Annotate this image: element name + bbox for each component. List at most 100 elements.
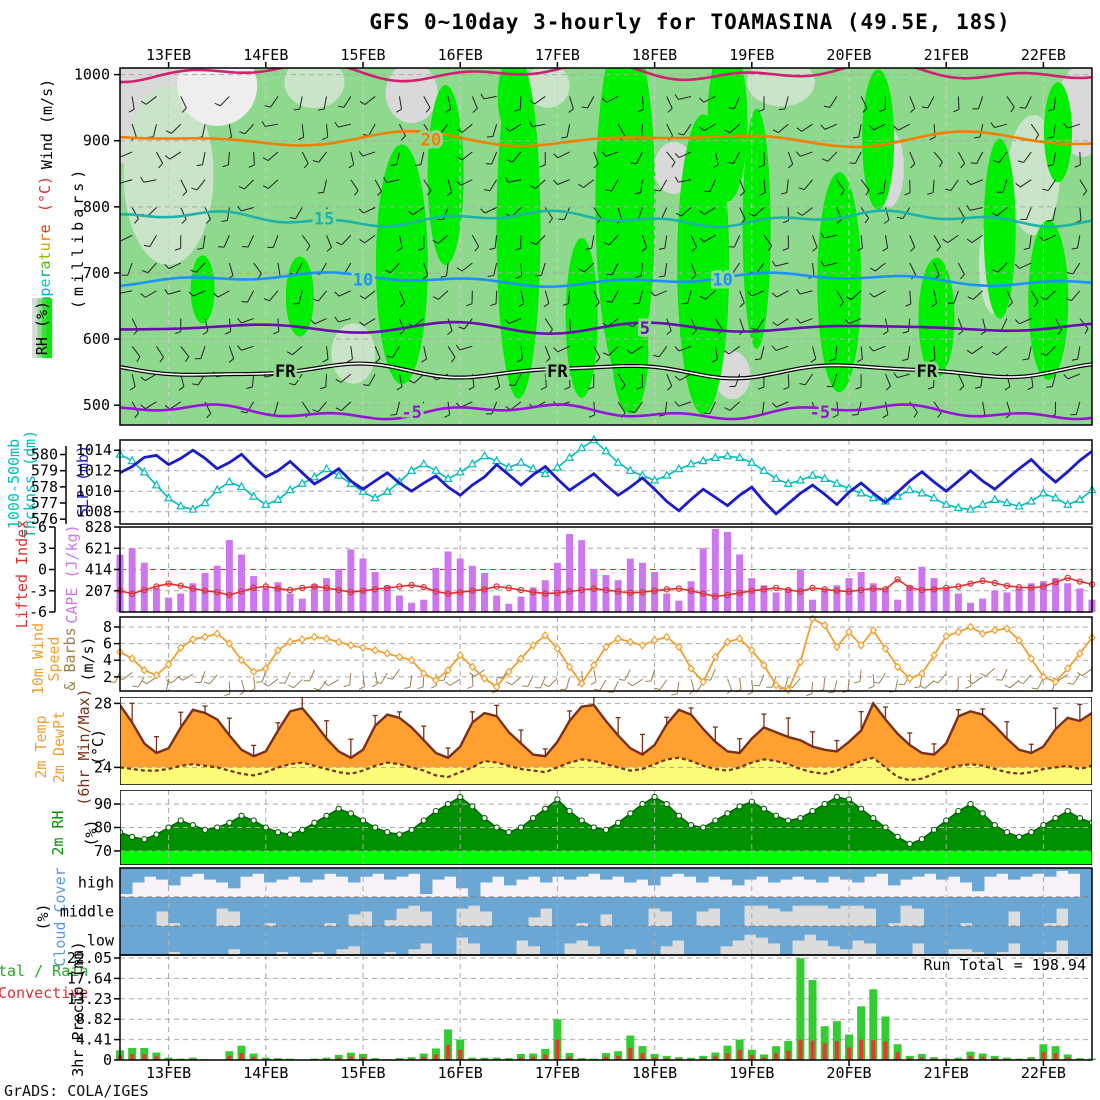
temperature-contours: -5 -5 FR FR FR 5 10 10 15 20 [120, 68, 1092, 425]
minmax-bars [129, 697, 1083, 758]
cloud-band-low [120, 926, 1093, 955]
svg-text:21FEB: 21FEB [924, 46, 969, 64]
cape-li-panel [116, 526, 1096, 613]
svg-text:17FEB: 17FEB [535, 1064, 580, 1082]
svg-text:1008: 1008 [76, 503, 112, 521]
svg-text:207: 207 [85, 582, 112, 600]
lifted-index-line [116, 574, 1096, 600]
upper-frame [119, 67, 1093, 426]
svg-text:19FEB: 19FEB [729, 1064, 774, 1082]
svg-text:FR: FR [917, 362, 938, 382]
svg-text:8: 8 [103, 618, 112, 636]
svg-text:80: 80 [94, 819, 112, 837]
date-axes: 13FEB 13FEB 14FEB 14FEB 15FEB 15FEB 16FEB 16FEB… [146, 46, 1066, 1082]
svg-text:70: 70 [94, 842, 112, 860]
svg-text:28: 28 [94, 694, 112, 712]
svg-text:17FEB: 17FEB [535, 46, 580, 64]
svg-text:17.64: 17.64 [67, 969, 112, 987]
rh-axis: 90 80 70 [94, 795, 120, 860]
cloud-band-middle [120, 897, 1093, 926]
cloud-band-high [120, 868, 1093, 897]
svg-text:low: low [87, 932, 115, 950]
svg-text:5: 5 [640, 319, 650, 339]
svg-text:20: 20 [421, 130, 441, 150]
svg-text:-5: -5 [810, 403, 830, 423]
page-title: GFS 0~10day 3-hourly for TOAMASINA (49.5… [369, 10, 1011, 34]
slp-thickness-panel [115, 434, 1097, 525]
svg-text:8.82: 8.82 [76, 1010, 112, 1028]
svg-text:22FEB: 22FEB [1021, 46, 1066, 64]
cloud-axis: high middle low [60, 874, 115, 950]
svg-text:500: 500 [83, 396, 110, 414]
svg-text:14FEB: 14FEB [243, 1064, 288, 1082]
svg-text:-6: -6 [29, 603, 47, 621]
svg-text:4: 4 [103, 651, 112, 669]
rain-label: tal / Rain [0, 962, 89, 980]
svg-text:900: 900 [83, 132, 110, 150]
grads-credit: GrADS: COLA/IGES [4, 1082, 149, 1100]
svg-text:16FEB: 16FEB [438, 1064, 483, 1082]
svg-text:621: 621 [85, 539, 112, 557]
precip-axis: 22.05 17.64 13.23 8.82 4.41 0 [67, 949, 120, 1069]
svg-text:576: 576 [31, 510, 58, 528]
cloud-cover-panel [119, 867, 1093, 956]
svg-text:Run Total = 198.94: Run Total = 198.94 [923, 956, 1086, 974]
svg-text:15: 15 [314, 210, 334, 230]
svg-text:800: 800 [83, 198, 110, 216]
svg-text:1000: 1000 [74, 66, 110, 84]
svg-text:579: 579 [31, 462, 58, 480]
temp-axis: 28 24 [94, 694, 120, 776]
svg-text:20FEB: 20FEB [826, 1064, 871, 1082]
svg-text:10: 10 [712, 271, 732, 291]
svg-text:1010: 1010 [76, 482, 112, 500]
svg-text:13.23: 13.23 [67, 990, 112, 1008]
svg-text:16FEB: 16FEB [438, 46, 483, 64]
svg-text:FR: FR [547, 362, 568, 382]
cape-li-axis: 828 621 414 207 -6 -3 0 3 6 [29, 518, 120, 621]
svg-text:600: 600 [83, 330, 110, 348]
svg-text:15FEB: 15FEB [340, 1064, 385, 1082]
svg-text:FR: FR [275, 362, 296, 382]
svg-text:22.05: 22.05 [67, 949, 112, 967]
run-total: Run Total = 198.94 [923, 956, 1086, 974]
svg-text:6: 6 [38, 518, 47, 536]
svg-text:middle: middle [60, 903, 114, 921]
convective-label: Convective [0, 984, 89, 1002]
svg-text:13FEB: 13FEB [146, 1064, 191, 1082]
svg-text:4.41: 4.41 [76, 1031, 112, 1049]
svg-text:578: 578 [31, 478, 58, 496]
svg-text:0: 0 [38, 561, 47, 579]
svg-text:14FEB: 14FEB [243, 46, 288, 64]
upper-axis: 500 600 700 800 900 1000 [74, 66, 120, 414]
svg-text:-3: -3 [29, 582, 47, 600]
precip-panel [116, 954, 1096, 1061]
svg-text:0: 0 [103, 1051, 112, 1069]
svg-text:577: 577 [31, 494, 58, 512]
svg-text:22FEB: 22FEB [1021, 1064, 1066, 1082]
svg-text:1012: 1012 [76, 462, 112, 480]
svg-text:18FEB: 18FEB [632, 46, 677, 64]
svg-text:19FEB: 19FEB [729, 46, 774, 64]
svg-text:3: 3 [38, 539, 47, 557]
svg-text:1014: 1014 [76, 441, 112, 459]
svg-text:414: 414 [85, 561, 112, 579]
svg-text:90: 90 [94, 795, 112, 813]
svg-text:20FEB: 20FEB [826, 46, 871, 64]
temp-dew-panel [120, 697, 1092, 785]
upper-air-panel: -5 -5 FR FR FR 5 10 10 15 20 [120, 68, 1092, 425]
temp-area [120, 703, 1092, 785]
svg-text:828: 828 [85, 518, 112, 536]
svg-text:24: 24 [94, 758, 112, 776]
svg-text:21FEB: 21FEB [924, 1064, 969, 1082]
svg-text:580: 580 [31, 446, 58, 464]
wind10m-panel [109, 614, 1096, 697]
svg-text:2: 2 [103, 668, 112, 686]
svg-text:15FEB: 15FEB [340, 46, 385, 64]
precip-convective-bars [118, 1039, 1094, 1060]
rh2m-panel [120, 790, 1092, 865]
svg-text:10: 10 [353, 271, 373, 291]
